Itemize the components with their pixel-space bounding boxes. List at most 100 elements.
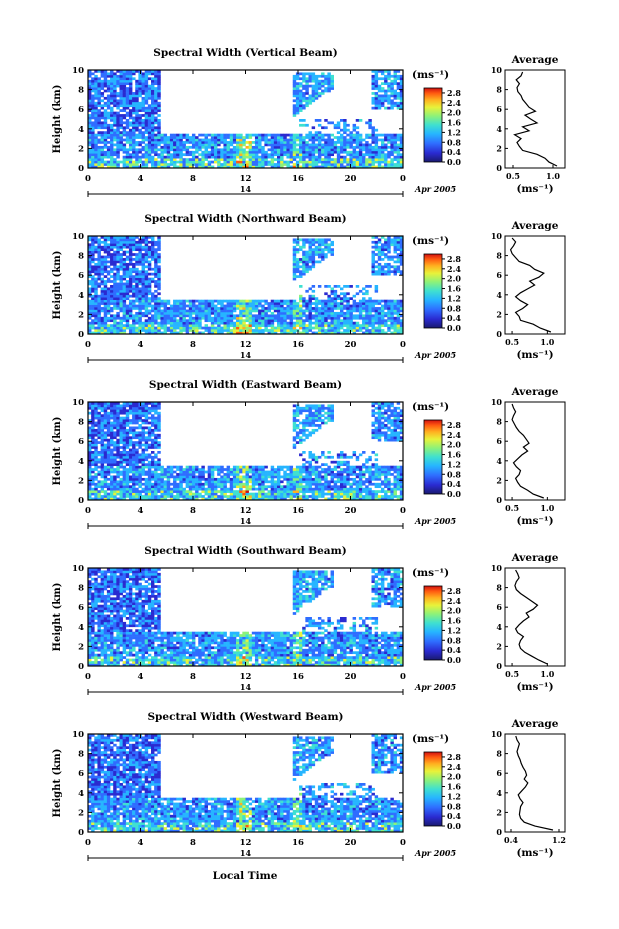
colorbar	[423, 585, 443, 661]
x-tick-label: 12	[240, 340, 252, 350]
average-y-tick-label: 2	[496, 475, 502, 485]
colorbar-tick-label: 1.2	[447, 791, 461, 801]
y-tick-label: 4	[78, 623, 84, 633]
x-tick-label: 20	[345, 174, 357, 184]
colorbar-tick-label: 0.0	[447, 655, 461, 665]
colorbar-tick-label: 0.8	[447, 303, 461, 313]
average-y-tick-label: 0	[496, 827, 502, 837]
x-tick-label: 0	[85, 506, 91, 516]
average-y-tick-label: 10	[491, 231, 503, 241]
heatmap-field	[88, 402, 404, 501]
y-tick-label: 4	[78, 291, 84, 301]
colorbar-tick-label: 2.4	[447, 98, 461, 108]
x-tick-label: 0	[85, 672, 91, 682]
average-y-tick-label: 8	[496, 251, 502, 261]
average-frame	[504, 401, 566, 501]
average-title: Average	[511, 386, 559, 398]
colorbar-tick-label: 2.8	[447, 752, 461, 762]
average-x-label: (ms⁻¹)	[516, 847, 553, 859]
colorbar-tick-label: 2.0	[447, 440, 461, 450]
y-tick-label: 4	[78, 457, 84, 467]
colorbar-tick-label: 2.0	[447, 606, 461, 616]
average-title: Average	[511, 54, 559, 66]
date-label: Apr 2005	[414, 848, 457, 858]
colorbar-tick-label: 1.6	[447, 450, 461, 460]
panel-title: Spectral Width (Southward Beam)	[144, 545, 346, 557]
y-tick-label: 2	[78, 642, 84, 652]
average-y-tick-label: 6	[496, 270, 502, 280]
y-axis-label: Height (km)	[52, 85, 63, 154]
date-marker: 14	[240, 848, 252, 858]
y-tick-label: 10	[72, 398, 84, 408]
date-label: Apr 2005	[414, 682, 457, 692]
average-x-label: (ms⁻¹)	[516, 183, 553, 195]
colorbar-tick-label: 2.0	[447, 108, 461, 118]
average-y-tick-label: 2	[496, 309, 502, 319]
colorbar-tick-label: 0.4	[447, 479, 461, 489]
x-tick-label: 16	[292, 340, 304, 350]
x-tick-label: 0	[400, 174, 406, 184]
y-tick-label: 8	[78, 252, 84, 262]
average-profile-line	[515, 735, 554, 831]
y-tick-label: 2	[78, 310, 84, 320]
average-frame	[504, 235, 566, 335]
colorbar-unit: (ms⁻¹)	[412, 733, 449, 745]
panel-title: Spectral Width (Vertical Beam)	[153, 47, 337, 59]
y-tick-label: 0	[78, 496, 84, 506]
average-x-tick-label: 1.0	[540, 337, 554, 347]
colorbar-tick-label: 2.0	[447, 274, 461, 284]
colorbar-tick-label: 2.4	[447, 430, 461, 440]
x-tick-label: 16	[292, 672, 304, 682]
average-x-tick-label: 0.4	[504, 835, 518, 845]
heatmap-field	[88, 734, 404, 833]
date-marker: 14	[240, 516, 252, 526]
x-tick-label: 4	[138, 838, 144, 848]
average-y-tick-label: 4	[496, 124, 502, 134]
average-y-tick-label: 6	[496, 104, 502, 114]
colorbar-tick-label: 2.8	[447, 420, 461, 430]
heatmap-field	[88, 568, 404, 667]
colorbar-tick-label: 0.0	[447, 157, 461, 167]
x-tick-label: 4	[138, 340, 144, 350]
colorbar-tick-label: 0.4	[447, 645, 461, 655]
heatmap-field	[88, 70, 404, 169]
colorbar-tick-label: 0.0	[447, 821, 461, 831]
y-tick-label: 6	[78, 105, 84, 115]
average-y-tick-label: 2	[496, 143, 502, 153]
y-tick-label: 0	[78, 330, 84, 340]
y-tick-label: 10	[72, 66, 84, 76]
average-y-tick-label: 6	[496, 768, 502, 778]
y-tick-label: 10	[72, 730, 84, 740]
panel-title: Spectral Width (Eastward Beam)	[149, 379, 342, 391]
average-y-tick-label: 4	[496, 788, 502, 798]
x-tick-label: 0	[400, 506, 406, 516]
x-tick-label: 20	[345, 672, 357, 682]
panel-1: Spectral Width (Vertical Beam) 0 2 4 6 8 10 Hei…	[52, 47, 566, 197]
average-x-tick-label: 1.2	[552, 835, 566, 845]
x-tick-label: 20	[345, 838, 357, 848]
average-x-tick-label: 0.5	[505, 337, 519, 347]
colorbar-unit: (ms⁻¹)	[412, 69, 449, 81]
y-axis-label: Height (km)	[52, 251, 63, 320]
x-tick-label: 8	[190, 340, 196, 350]
x-tick-label: 4	[138, 672, 144, 682]
y-axis-label: Height (km)	[52, 749, 63, 818]
x-tick-label: 12	[240, 672, 252, 682]
colorbar-tick-label: 1.6	[447, 284, 461, 294]
x-tick-label: 4	[138, 174, 144, 184]
average-y-tick-label: 4	[496, 290, 502, 300]
date-label: Apr 2005	[414, 184, 457, 194]
average-y-tick-label: 8	[496, 417, 502, 427]
colorbar-tick-label: 2.4	[447, 762, 461, 772]
colorbar	[423, 751, 443, 827]
average-y-tick-label: 10	[491, 729, 503, 739]
average-frame	[504, 69, 566, 169]
colorbar-unit: (ms⁻¹)	[412, 567, 449, 579]
colorbar-tick-label: 2.8	[447, 88, 461, 98]
colorbar-tick-label: 2.8	[447, 586, 461, 596]
colorbar	[423, 87, 443, 163]
average-y-tick-label: 6	[496, 436, 502, 446]
x-tick-label: 0	[85, 838, 91, 848]
colorbar-unit: (ms⁻¹)	[412, 401, 449, 413]
